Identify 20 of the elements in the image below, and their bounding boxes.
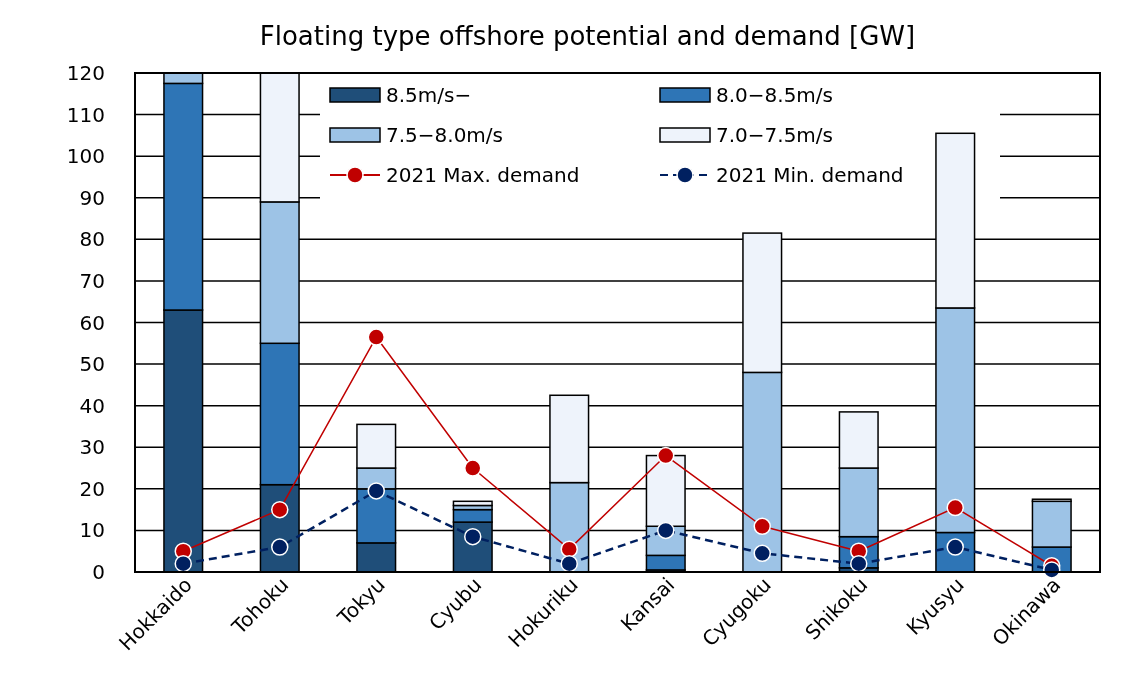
y-tick-label: 100 bbox=[66, 144, 105, 169]
y-tick-label: 120 bbox=[66, 61, 105, 85]
chart-title: Floating type offshore potential and demand [GW] bbox=[259, 21, 916, 51]
y-tick-label: 30 bbox=[79, 435, 105, 460]
y-tick-label: 60 bbox=[79, 310, 105, 335]
legend-label: 7.0−7.5m/s bbox=[716, 123, 834, 147]
y-tick-label: 110 bbox=[66, 102, 105, 127]
legend-label: 7.5−8.0m/s bbox=[386, 123, 504, 147]
y-tick-label: 20 bbox=[79, 476, 105, 501]
legend-label: 2021 Min. demand bbox=[716, 163, 904, 187]
legend-label: 8.5m/s− bbox=[386, 83, 472, 107]
y-tick-label: 40 bbox=[79, 393, 105, 418]
y-tick-label: 50 bbox=[79, 352, 105, 377]
legend-label: 2021 Max. demand bbox=[386, 163, 580, 187]
y-tick-label: 80 bbox=[79, 227, 105, 252]
y-tick-label: 70 bbox=[79, 268, 105, 293]
y-tick-label: 10 bbox=[79, 518, 105, 543]
legend-label: 8.0−8.5m/s bbox=[716, 83, 834, 107]
y-tick-label: 90 bbox=[79, 185, 105, 210]
y-tick-label: 0 bbox=[92, 560, 105, 584]
